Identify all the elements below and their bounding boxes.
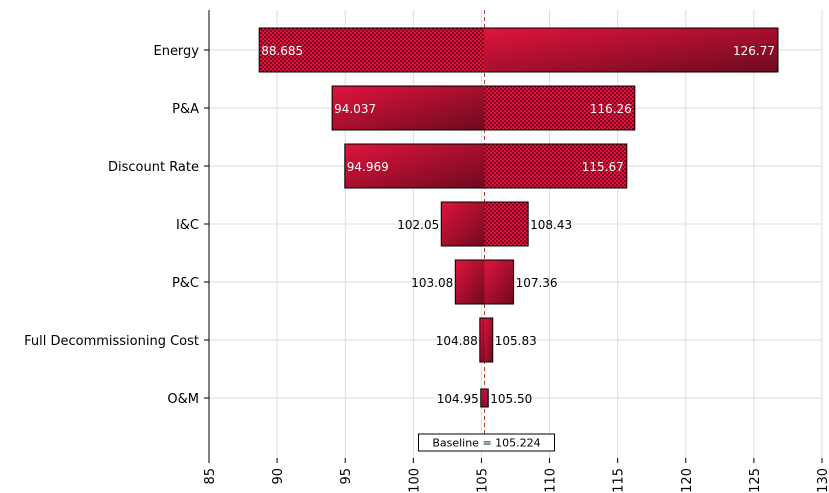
bar-outline-6 — [480, 388, 489, 408]
bar-outline-0 — [258, 27, 779, 73]
bar-high-3 — [484, 202, 529, 246]
bar-outline-3 — [440, 201, 529, 247]
x-tick-label-125: 125 — [748, 468, 763, 493]
x-tick-label-85: 85 — [203, 468, 218, 485]
bar-outline-1 — [331, 85, 636, 131]
high-value-label-5: 105.83 — [495, 334, 537, 348]
x-tick-label-120: 120 — [680, 468, 695, 493]
category-label-1: P&A — [172, 102, 199, 117]
x-tick-label-115: 115 — [612, 468, 627, 493]
bar-outline-2 — [344, 143, 628, 189]
bar-high-0 — [484, 28, 779, 72]
labels: 85 90 95 100 105 110 115 120 125 130 Energy 88.685 1… — [24, 44, 829, 493]
low-value-label-2: 94.969 — [347, 160, 389, 174]
category-label-0: Energy — [153, 44, 199, 59]
low-value-label-6: 104.95 — [437, 392, 479, 406]
bar-low-6 — [480, 389, 485, 407]
low-value-label-0: 88.685 — [261, 44, 303, 58]
x-tick-label-95: 95 — [339, 468, 354, 485]
bar-low-1 — [332, 86, 485, 130]
bar-high-1 — [484, 86, 635, 130]
bar-high-2 — [484, 144, 627, 188]
high-value-label-6: 105.50 — [490, 392, 532, 406]
low-value-label-1: 94.037 — [334, 102, 376, 116]
x-tick-label-100: 100 — [407, 468, 422, 493]
x-tick-label-110: 110 — [544, 468, 559, 493]
high-value-label-4: 107.36 — [516, 276, 558, 290]
category-label-4: P&C — [172, 276, 199, 291]
category-label-2: Discount Rate — [108, 160, 199, 175]
high-value-label-2: 115.67 — [582, 160, 624, 174]
bar-low-2 — [344, 144, 485, 188]
category-label-3: I&C — [176, 218, 199, 233]
high-value-label-3: 108.43 — [530, 218, 572, 232]
low-value-label-3: 102.05 — [397, 218, 439, 232]
bar-high-4 — [484, 260, 514, 304]
category-label-6: O&M — [167, 392, 199, 407]
x-tick-label-130: 130 — [816, 468, 829, 493]
bar-low-5 — [479, 318, 485, 362]
bar-high-5 — [484, 318, 493, 362]
high-value-label-0: 126.77 — [733, 44, 775, 58]
baseline-box — [417, 433, 555, 452]
bars — [258, 27, 779, 408]
bar-low-3 — [441, 202, 485, 246]
low-value-label-4: 103.08 — [411, 276, 453, 290]
bar-high-6 — [484, 389, 489, 407]
bar-low-4 — [455, 260, 485, 304]
x-tick-label-90: 90 — [271, 468, 286, 485]
bar-outline-4 — [454, 259, 515, 305]
x-tick-label-105: 105 — [475, 468, 490, 493]
category-label-5: Full Decommissioning Cost — [24, 334, 199, 349]
bar-low-0 — [259, 28, 485, 72]
high-value-label-1: 116.26 — [590, 102, 632, 116]
baseline-label: Baseline = 105.224 — [432, 437, 540, 450]
bar-outline-5 — [479, 317, 494, 363]
low-value-label-5: 104.88 — [436, 334, 478, 348]
